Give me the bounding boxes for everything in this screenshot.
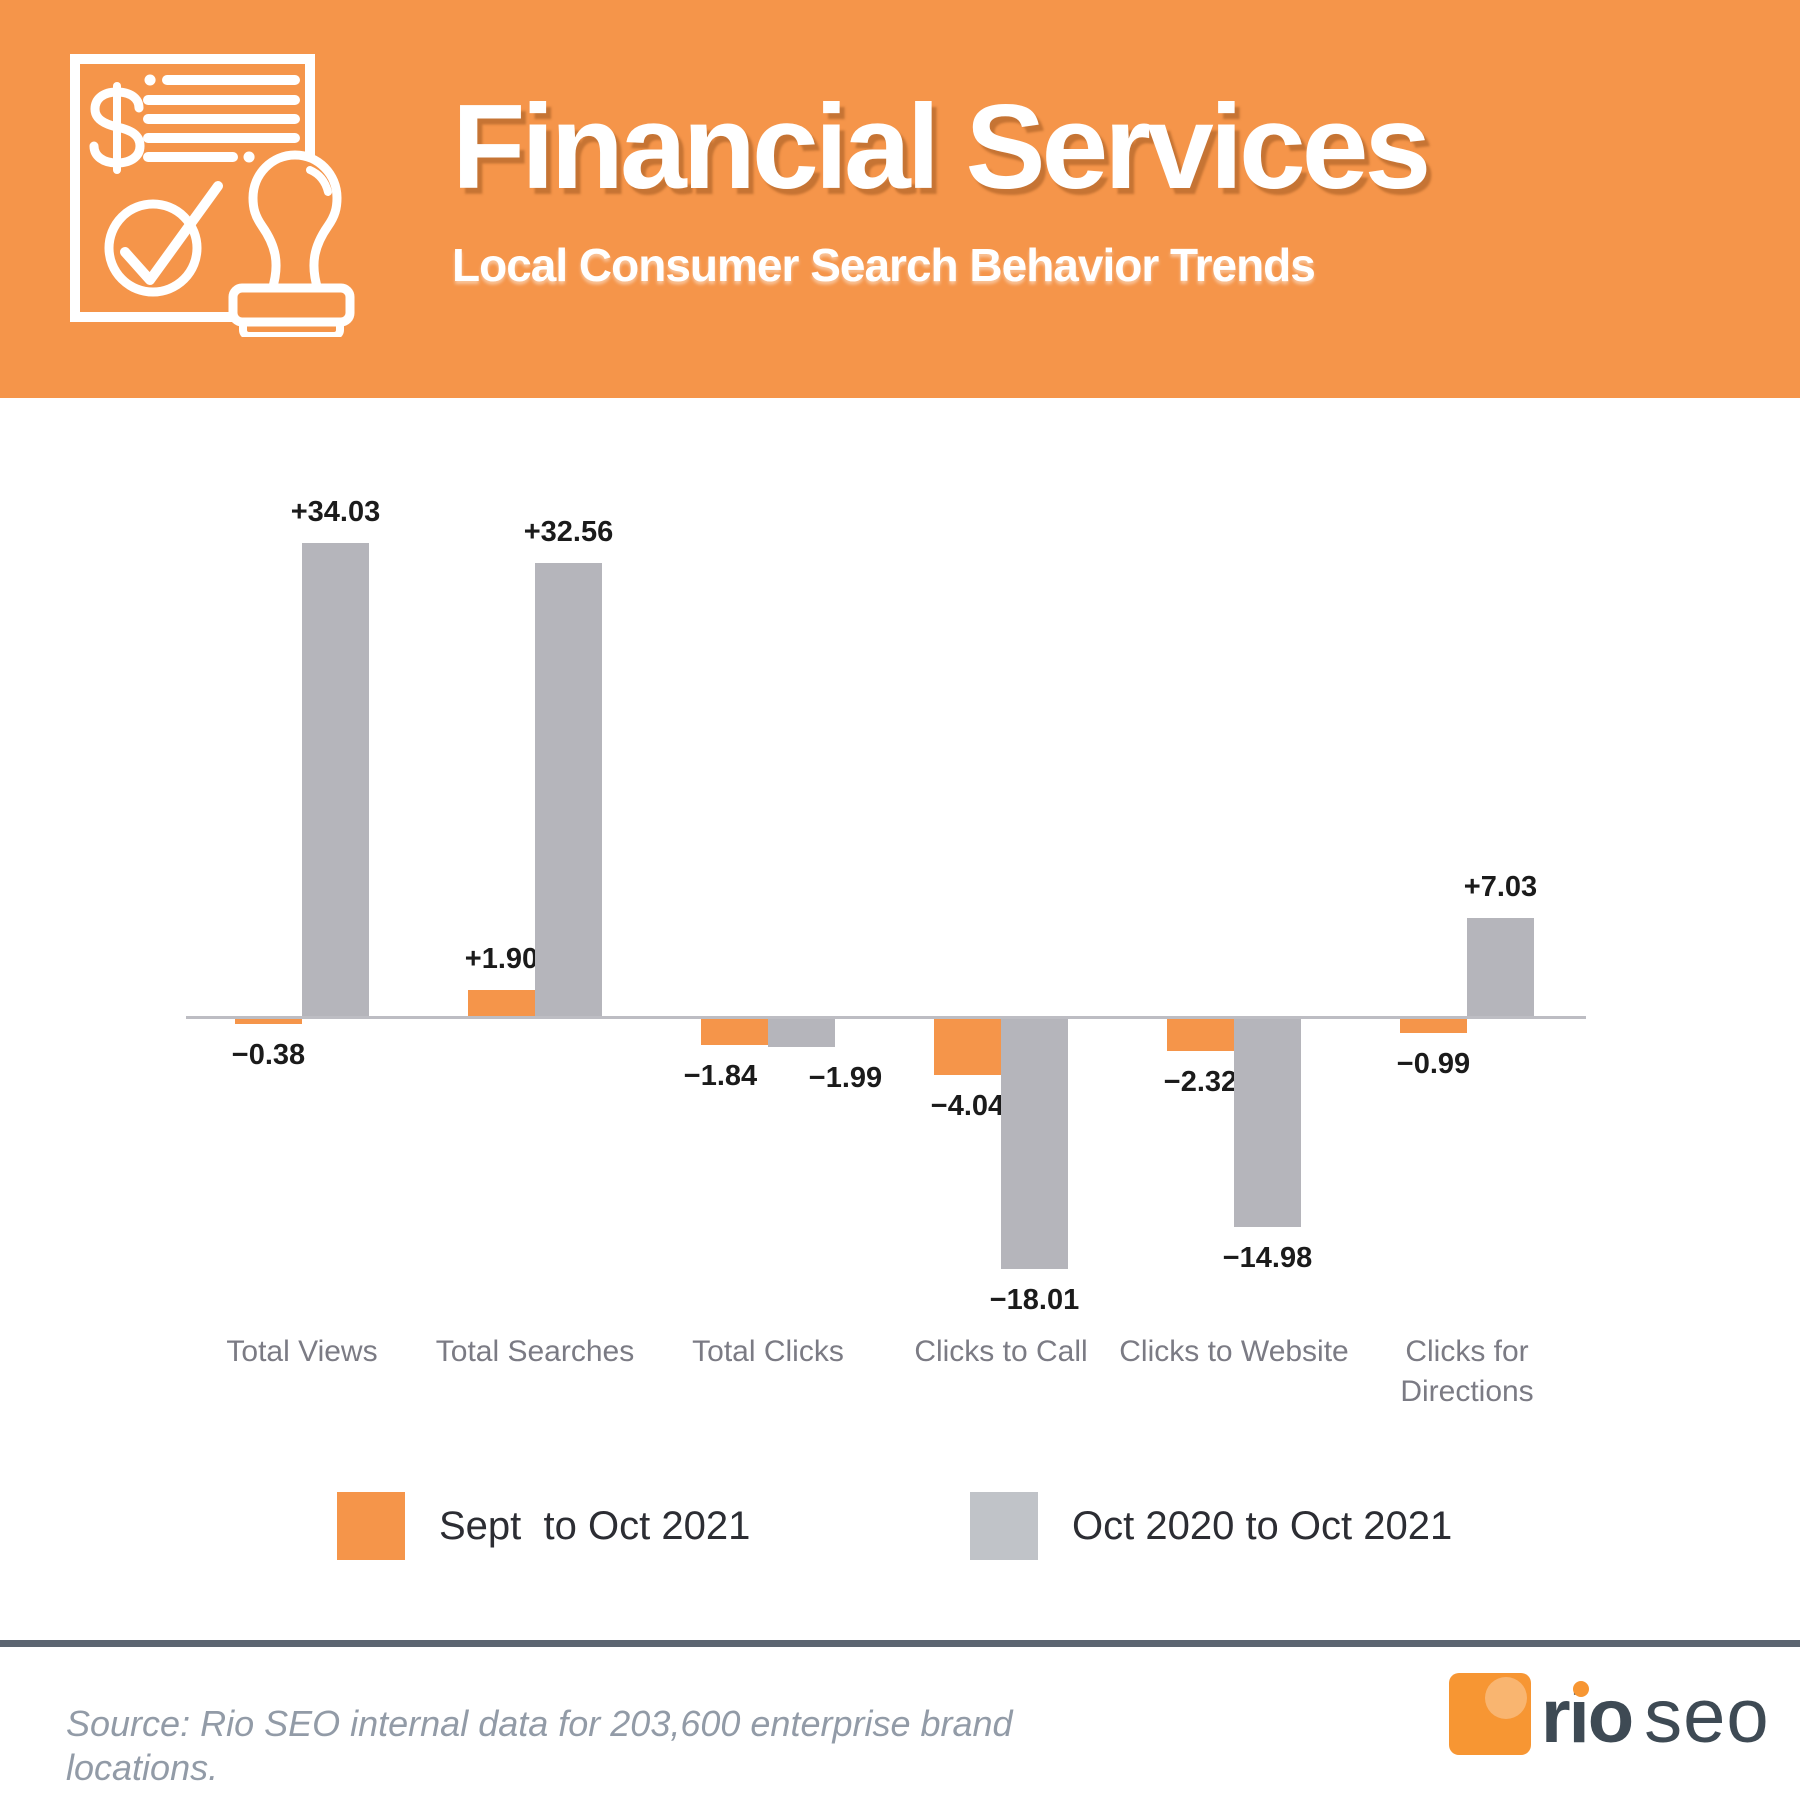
logo-i-dot	[1573, 1681, 1589, 1697]
logo-square-icon	[1449, 1673, 1531, 1755]
page-subtitle: Local Consumer Search Behavior Trends	[452, 239, 1316, 291]
value-label-clicks-to-call-oct-2020-to-oct-2021: −18.01	[989, 1284, 1080, 1316]
legend-swatch-gray	[970, 1492, 1038, 1560]
logo-square-highlight	[1485, 1677, 1527, 1719]
footer-divider	[0, 1640, 1800, 1647]
bar-sept-to-oct-2021-clicks-to-website	[1167, 1019, 1234, 1051]
header-banner: Financial Services Local Consumer Search…	[0, 0, 1800, 398]
value-label-total-views-sept-to-oct-2021: −0.38	[231, 1039, 306, 1071]
category-label-total-searches: Total Searches	[435, 1335, 635, 1368]
legend-item-oct-2020-to-oct-2021: Oct 2020 to Oct 2021	[970, 1492, 1452, 1560]
value-label-total-views-oct-2020-to-oct-2021: +34.03	[290, 496, 381, 528]
financial-document-stamp-icon	[70, 54, 355, 337]
legend-item-sept-to-oct-2021: Sept to Oct 2021	[337, 1492, 750, 1560]
legend-label: Sept to Oct 2021	[439, 1503, 751, 1548]
category-label-total-clicks: Total Clicks	[692, 1335, 844, 1368]
bar-sept-to-oct-2021-total-clicks	[701, 1019, 768, 1045]
value-label-total-searches-oct-2020-to-oct-2021: +32.56	[523, 516, 614, 548]
page-title: Financial Services	[452, 80, 1431, 214]
bar-oct-2020-to-oct-2021-clicks-for-directions	[1467, 918, 1534, 1016]
category-label-clicks-for-directions: Clicks for Directions	[1400, 1335, 1534, 1408]
bar-oct-2020-to-oct-2021-total-clicks	[768, 1019, 835, 1047]
logo-text-seo: seo	[1644, 1674, 1770, 1759]
rio-seo-logo: rio seo	[1449, 1673, 1789, 1773]
legend-swatch-orange	[337, 1492, 405, 1560]
bar-oct-2020-to-oct-2021-clicks-to-website	[1234, 1019, 1301, 1227]
source-text: Source: Rio SEO internal data for 203,60…	[66, 1703, 1013, 1788]
x-axis-line	[186, 1016, 1586, 1019]
bar-oct-2020-to-oct-2021-total-searches	[535, 563, 602, 1016]
value-label-clicks-for-directions-oct-2020-to-oct-2021: +7.03	[1463, 871, 1538, 903]
value-label-total-clicks-sept-to-oct-2021: −1.84	[683, 1060, 758, 1092]
value-label-clicks-for-directions-sept-to-oct-2021: −0.99	[1396, 1048, 1471, 1080]
bar-sept-to-oct-2021-clicks-for-directions	[1400, 1019, 1467, 1033]
value-label-total-clicks-oct-2020-to-oct-2021: −1.99	[808, 1062, 883, 1094]
bar-oct-2020-to-oct-2021-clicks-to-call	[1001, 1019, 1068, 1269]
value-label-clicks-to-website-sept-to-oct-2021: −2.32	[1163, 1066, 1238, 1098]
category-label-clicks-to-call: Clicks to Call	[914, 1335, 1088, 1368]
value-label-clicks-to-website-oct-2020-to-oct-2021: −14.98	[1222, 1242, 1313, 1274]
bar-sept-to-oct-2021-clicks-to-call	[934, 1019, 1001, 1075]
bar-sept-to-oct-2021-total-views	[235, 1019, 302, 1024]
bar-oct-2020-to-oct-2021-total-views	[302, 543, 369, 1016]
category-label-total-views: Total Views	[226, 1335, 378, 1368]
legend-label: Oct 2020 to Oct 2021	[1072, 1503, 1453, 1548]
value-label-clicks-to-call-sept-to-oct-2021: −4.04	[930, 1090, 1005, 1122]
value-label-total-searches-sept-to-oct-2021: +1.90	[464, 943, 539, 975]
category-label-clicks-to-website: Clicks to Website	[1119, 1335, 1349, 1368]
bar-sept-to-oct-2021-total-searches	[468, 990, 535, 1016]
